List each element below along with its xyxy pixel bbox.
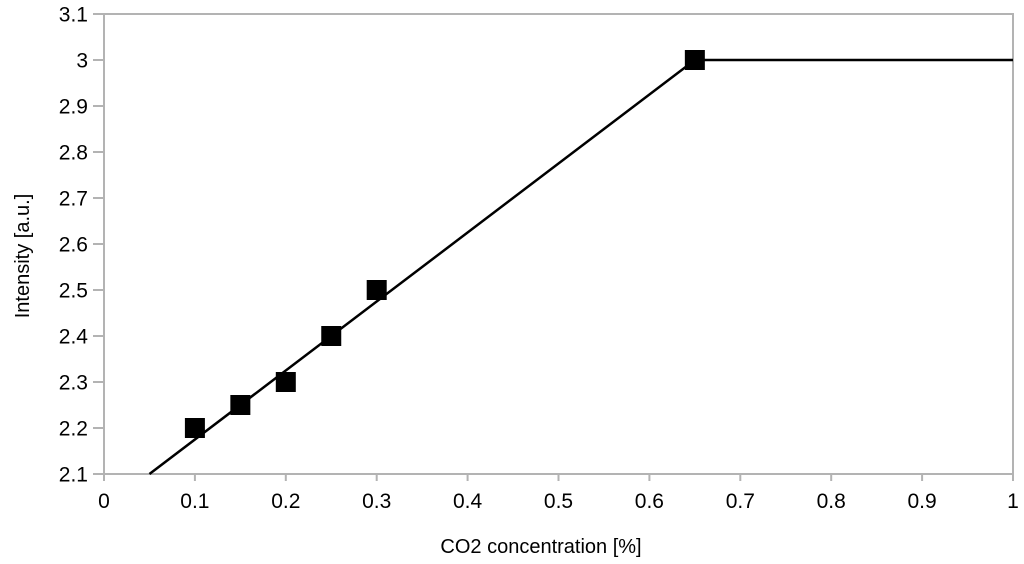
y-tick-label: 2.4	[59, 326, 89, 349]
data-point-marker	[684, 50, 705, 70]
y-tick-label: 2.7	[59, 188, 88, 211]
x-tick-label: 0.2	[271, 490, 300, 513]
y-tick-label: 2.5	[59, 280, 88, 303]
data-point-markers	[184, 50, 705, 438]
data-point-marker	[366, 280, 387, 300]
y-tick-label: 2.2	[59, 418, 88, 441]
y-tick-label: 2.3	[59, 372, 88, 395]
y-tick-label: 2.1	[59, 464, 88, 487]
x-tick-label: 0.3	[362, 490, 391, 513]
data-point-marker	[230, 395, 251, 415]
x-tick-label: 0.6	[635, 490, 664, 513]
y-tick-label: 2.8	[59, 142, 88, 165]
x-tick-label: 0.8	[817, 490, 846, 513]
x-tick-label: 0.7	[726, 490, 755, 513]
y-tick-label: 3	[76, 50, 88, 73]
x-axis-title: CO2 concentration [%]	[440, 536, 641, 558]
y-axis-ticks: 2.1 2.2 2.3 2.4 2.5 2.6 2.7 2.8 2.9 3 3.1	[59, 4, 104, 487]
x-tick-label: 0.5	[544, 490, 573, 513]
y-tick-label: 2.6	[59, 234, 88, 257]
x-tick-label: 0	[98, 490, 110, 513]
y-axis-title: Intensity [a.u.]	[12, 194, 34, 319]
x-tick-label: 0.4	[453, 490, 483, 513]
y-tick-label: 2.9	[59, 96, 88, 119]
y-tick-label: 3.1	[59, 4, 88, 27]
x-tick-label: 0.1	[180, 490, 209, 513]
data-point-marker	[184, 418, 205, 438]
data-point-marker	[275, 372, 296, 392]
x-tick-label: 0.9	[907, 490, 936, 513]
data-point-marker	[321, 326, 342, 346]
x-axis-ticks: 0 0.1 0.2 0.3 0.4 0.5 0.6 0.7 0.8 0.9 1	[98, 474, 1019, 513]
x-tick-label: 1	[1007, 490, 1019, 513]
data-line	[148, 58, 1013, 475]
